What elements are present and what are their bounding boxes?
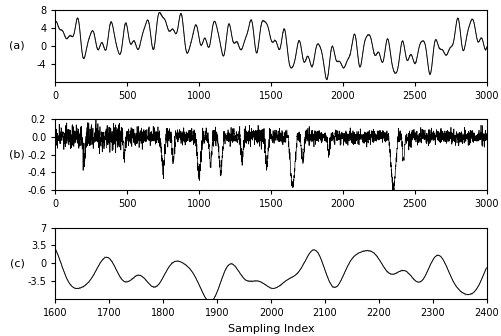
Text: (a): (a): [10, 41, 25, 51]
X-axis label: Sampling Index: Sampling Index: [227, 324, 314, 334]
Text: (b): (b): [9, 150, 25, 160]
Text: (c): (c): [10, 258, 25, 268]
